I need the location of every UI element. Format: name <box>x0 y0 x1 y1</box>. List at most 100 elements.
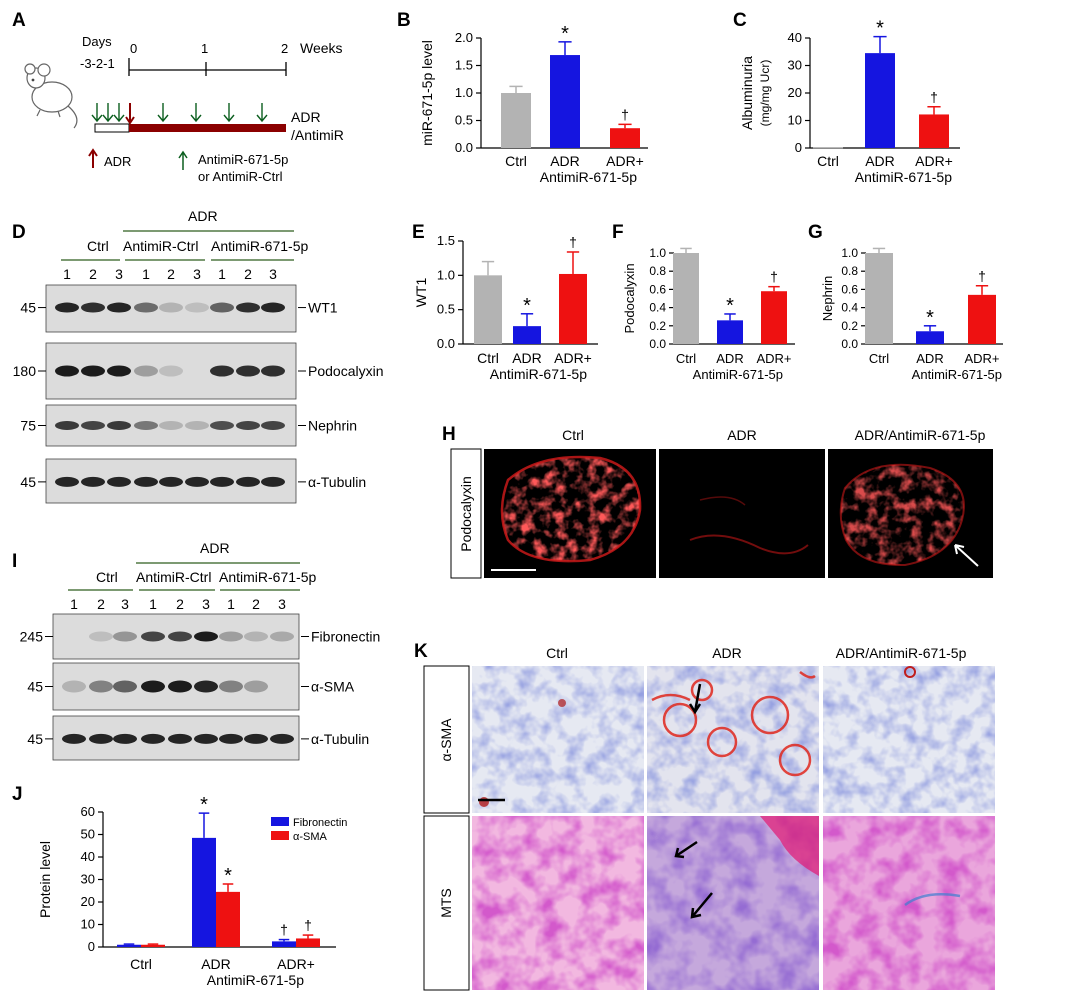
significance-mark: † <box>280 922 288 938</box>
chart-j-legend: Fibronectin α-SMA <box>271 817 347 843</box>
blot-band <box>107 365 131 377</box>
lane-number: 1 <box>149 596 157 612</box>
x-tick-label-continued: AntimiR-671-5p <box>912 367 1002 382</box>
x-tick-label: Ctrl <box>869 351 889 366</box>
mw-label: 45 <box>20 300 36 316</box>
protein-label: α-SMA <box>311 679 355 695</box>
blot-band <box>55 421 79 430</box>
x-tick-label-continued: AntimiR-671-5p <box>693 367 783 382</box>
legend-label-asma: α-SMA <box>293 831 328 843</box>
bar <box>610 128 640 148</box>
lane-number: 1 <box>70 596 78 612</box>
panel-label-g: G <box>808 222 823 243</box>
lane-number: 1 <box>142 266 150 282</box>
blot-band <box>210 421 234 430</box>
row-label-box <box>423 665 470 814</box>
blot-band <box>62 733 86 744</box>
significance-mark: † <box>569 234 577 250</box>
lane-number: 2 <box>89 266 97 282</box>
column-label: Ctrl <box>546 645 568 661</box>
y-tick-label: 10 <box>81 917 95 932</box>
blot-band <box>107 421 131 430</box>
mw-label: 245 <box>20 629 44 645</box>
group-label-antimir-ctrl: AntimiR-Ctrl <box>123 238 198 254</box>
blot-band <box>81 421 105 430</box>
blot-band <box>89 631 113 642</box>
blot-band <box>134 302 158 313</box>
lane-number: 1 <box>63 266 71 282</box>
blot-band <box>81 302 105 313</box>
blot-band <box>236 421 260 430</box>
y-tick-label: 40 <box>81 849 95 864</box>
panel-label-f: F <box>612 222 624 243</box>
blot-band <box>81 365 105 377</box>
lane-number: 3 <box>278 596 286 612</box>
legend-antimir-label: AntimiR-671-5p <box>198 152 288 167</box>
group-label-antimir-671: AntimiR-671-5p <box>211 238 308 254</box>
western-blot-d: ADR Ctrl AntimiR-Ctrl AntimiR-671-5p 1 2 3… <box>13 208 384 504</box>
significance-mark: † <box>930 89 938 105</box>
y-tick-label: 0.4 <box>841 301 858 315</box>
blot-band <box>55 365 79 377</box>
arrow-icon <box>688 683 702 715</box>
significance-mark: * <box>561 23 569 45</box>
bar <box>865 53 895 148</box>
blot-band <box>210 365 234 377</box>
bar <box>550 55 580 148</box>
blot-band <box>270 631 294 642</box>
blot-band <box>62 680 86 693</box>
bar <box>513 326 541 344</box>
y-tick-label: 0.8 <box>649 264 666 278</box>
chart-protein-level: 0 10 20 30 40 50 60 Protein level Ctrl ADR ADR+Ant… <box>37 794 336 988</box>
x-tick-label: ADR <box>512 350 542 366</box>
blot-band <box>113 733 137 744</box>
bar <box>559 273 587 344</box>
x-tick-label: ADR+ <box>606 153 644 169</box>
blot-band <box>107 302 131 313</box>
significance-mark: † <box>978 268 986 284</box>
y-tick-label: 0 <box>88 939 95 954</box>
mw-label: 45 <box>20 474 36 490</box>
bar <box>141 944 165 947</box>
protein-label: α-Tubulin <box>311 731 369 747</box>
y-axis-label-unit: (mg/mg Ucr) <box>758 60 772 127</box>
protein-label: Fibronectin <box>311 629 380 645</box>
protein-label: Nephrin <box>308 418 357 434</box>
x-tick-label-continued: AntimiR-671-5p <box>540 169 637 185</box>
y-tick-label: 30 <box>788 58 802 73</box>
if-image-adr <box>659 449 825 578</box>
y-tick-label: 0.5 <box>455 113 473 128</box>
y-tick-label: 1.0 <box>455 85 473 100</box>
lane-number: 2 <box>167 266 175 282</box>
y-tick-label: 0.0 <box>649 337 666 351</box>
significance-mark: * <box>726 295 734 317</box>
legend-adr-label: ADR <box>104 154 131 169</box>
panel-label-c: C <box>733 10 747 31</box>
blot-band <box>168 680 192 693</box>
y-tick-label: 30 <box>81 872 95 887</box>
lane-number: 3 <box>115 266 123 282</box>
blot-band <box>194 680 218 693</box>
bar <box>673 253 699 344</box>
bar <box>968 294 996 344</box>
legend-label-fibronectin: Fibronectin <box>293 817 347 829</box>
y-tick-label: 1.0 <box>841 246 858 260</box>
column-label: Ctrl <box>562 427 584 443</box>
x-tick-label: ADR+ <box>277 956 315 972</box>
y-tick-label: 1.0 <box>437 267 455 282</box>
blot-band <box>236 476 260 487</box>
x-tick-label: Ctrl <box>130 956 152 972</box>
x-tick-label: ADR+ <box>756 351 791 366</box>
mw-label: 75 <box>20 418 36 434</box>
bar <box>216 891 240 947</box>
blot-band <box>141 680 165 693</box>
arrow-icon <box>954 544 979 567</box>
blot-band <box>134 421 158 430</box>
chart-wt1: 0.0 0.5 1.0 1.5 WT1 Ctrl ADR ADR+AntimiR-671-5p… <box>413 233 598 382</box>
panel-label-a: A <box>12 10 26 31</box>
mw-label: 180 <box>13 363 37 379</box>
blot-band <box>89 733 113 744</box>
panel-label-k: K <box>414 641 428 662</box>
significance-mark: * <box>876 18 884 40</box>
panel-label-j: J <box>12 784 23 805</box>
